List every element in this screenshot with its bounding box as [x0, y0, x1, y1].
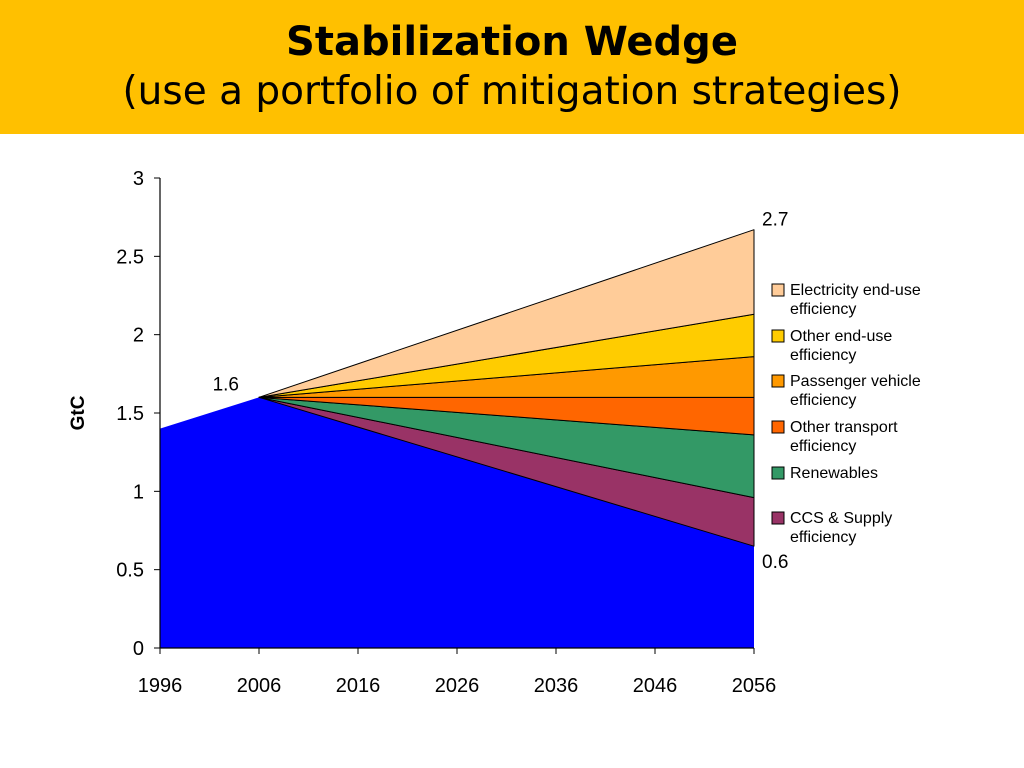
annotation-label: 2.7: [762, 210, 788, 231]
legend-label: efficiency: [790, 438, 856, 455]
x-tick-label: 2016: [336, 675, 381, 697]
x-tick-label: 2046: [633, 675, 678, 697]
legend-label: Other end-use: [790, 328, 892, 345]
title-bar: Stabilization Wedge (use a portfolio of …: [0, 0, 1024, 134]
legend-label: efficiency: [790, 347, 856, 364]
slide-subtitle: (use a portfolio of mitigation strategie…: [122, 69, 902, 114]
wedge-5: [258, 229, 755, 398]
baseline-area: [160, 397, 754, 648]
legend-swatch: [771, 511, 785, 525]
legend-swatch: [771, 420, 785, 434]
y-tick-label: 1.5: [116, 403, 144, 425]
y-tick-label: 2: [133, 325, 144, 347]
annotation-label: 1.6: [213, 374, 239, 395]
slide-title: Stabilization Wedge: [286, 19, 738, 65]
y-tick-label: 0.5: [116, 560, 144, 582]
y-axis-label: GtC: [68, 395, 89, 430]
legend-label: efficiency: [790, 301, 856, 318]
legend-swatch: [771, 283, 785, 297]
y-tick-label: 3: [133, 168, 144, 190]
legend-label: efficiency: [790, 529, 856, 546]
x-tick-label: 2056: [732, 675, 777, 697]
legend-label: Passenger vehicle: [790, 373, 921, 390]
y-tick-label: 1: [133, 481, 144, 503]
legend-label: Electricity end-use: [790, 282, 921, 299]
x-tick-label: 2036: [534, 675, 579, 697]
legend-label: efficiency: [790, 392, 856, 409]
x-tick-label: 1996: [138, 675, 183, 697]
x-tick-label: 2026: [435, 675, 480, 697]
y-tick-label: 2.5: [116, 246, 144, 268]
legend-label: Other transport: [790, 419, 898, 436]
annotation-label: 0.6: [762, 552, 788, 573]
legend-swatch: [771, 466, 785, 480]
y-tick-label: 0: [133, 638, 144, 660]
legend-swatch: [771, 374, 785, 388]
legend-swatch: [771, 329, 785, 343]
legend-label: CCS & Supply: [790, 510, 892, 527]
x-tick-label: 2006: [237, 675, 282, 697]
legend-label: Renewables: [790, 465, 878, 482]
